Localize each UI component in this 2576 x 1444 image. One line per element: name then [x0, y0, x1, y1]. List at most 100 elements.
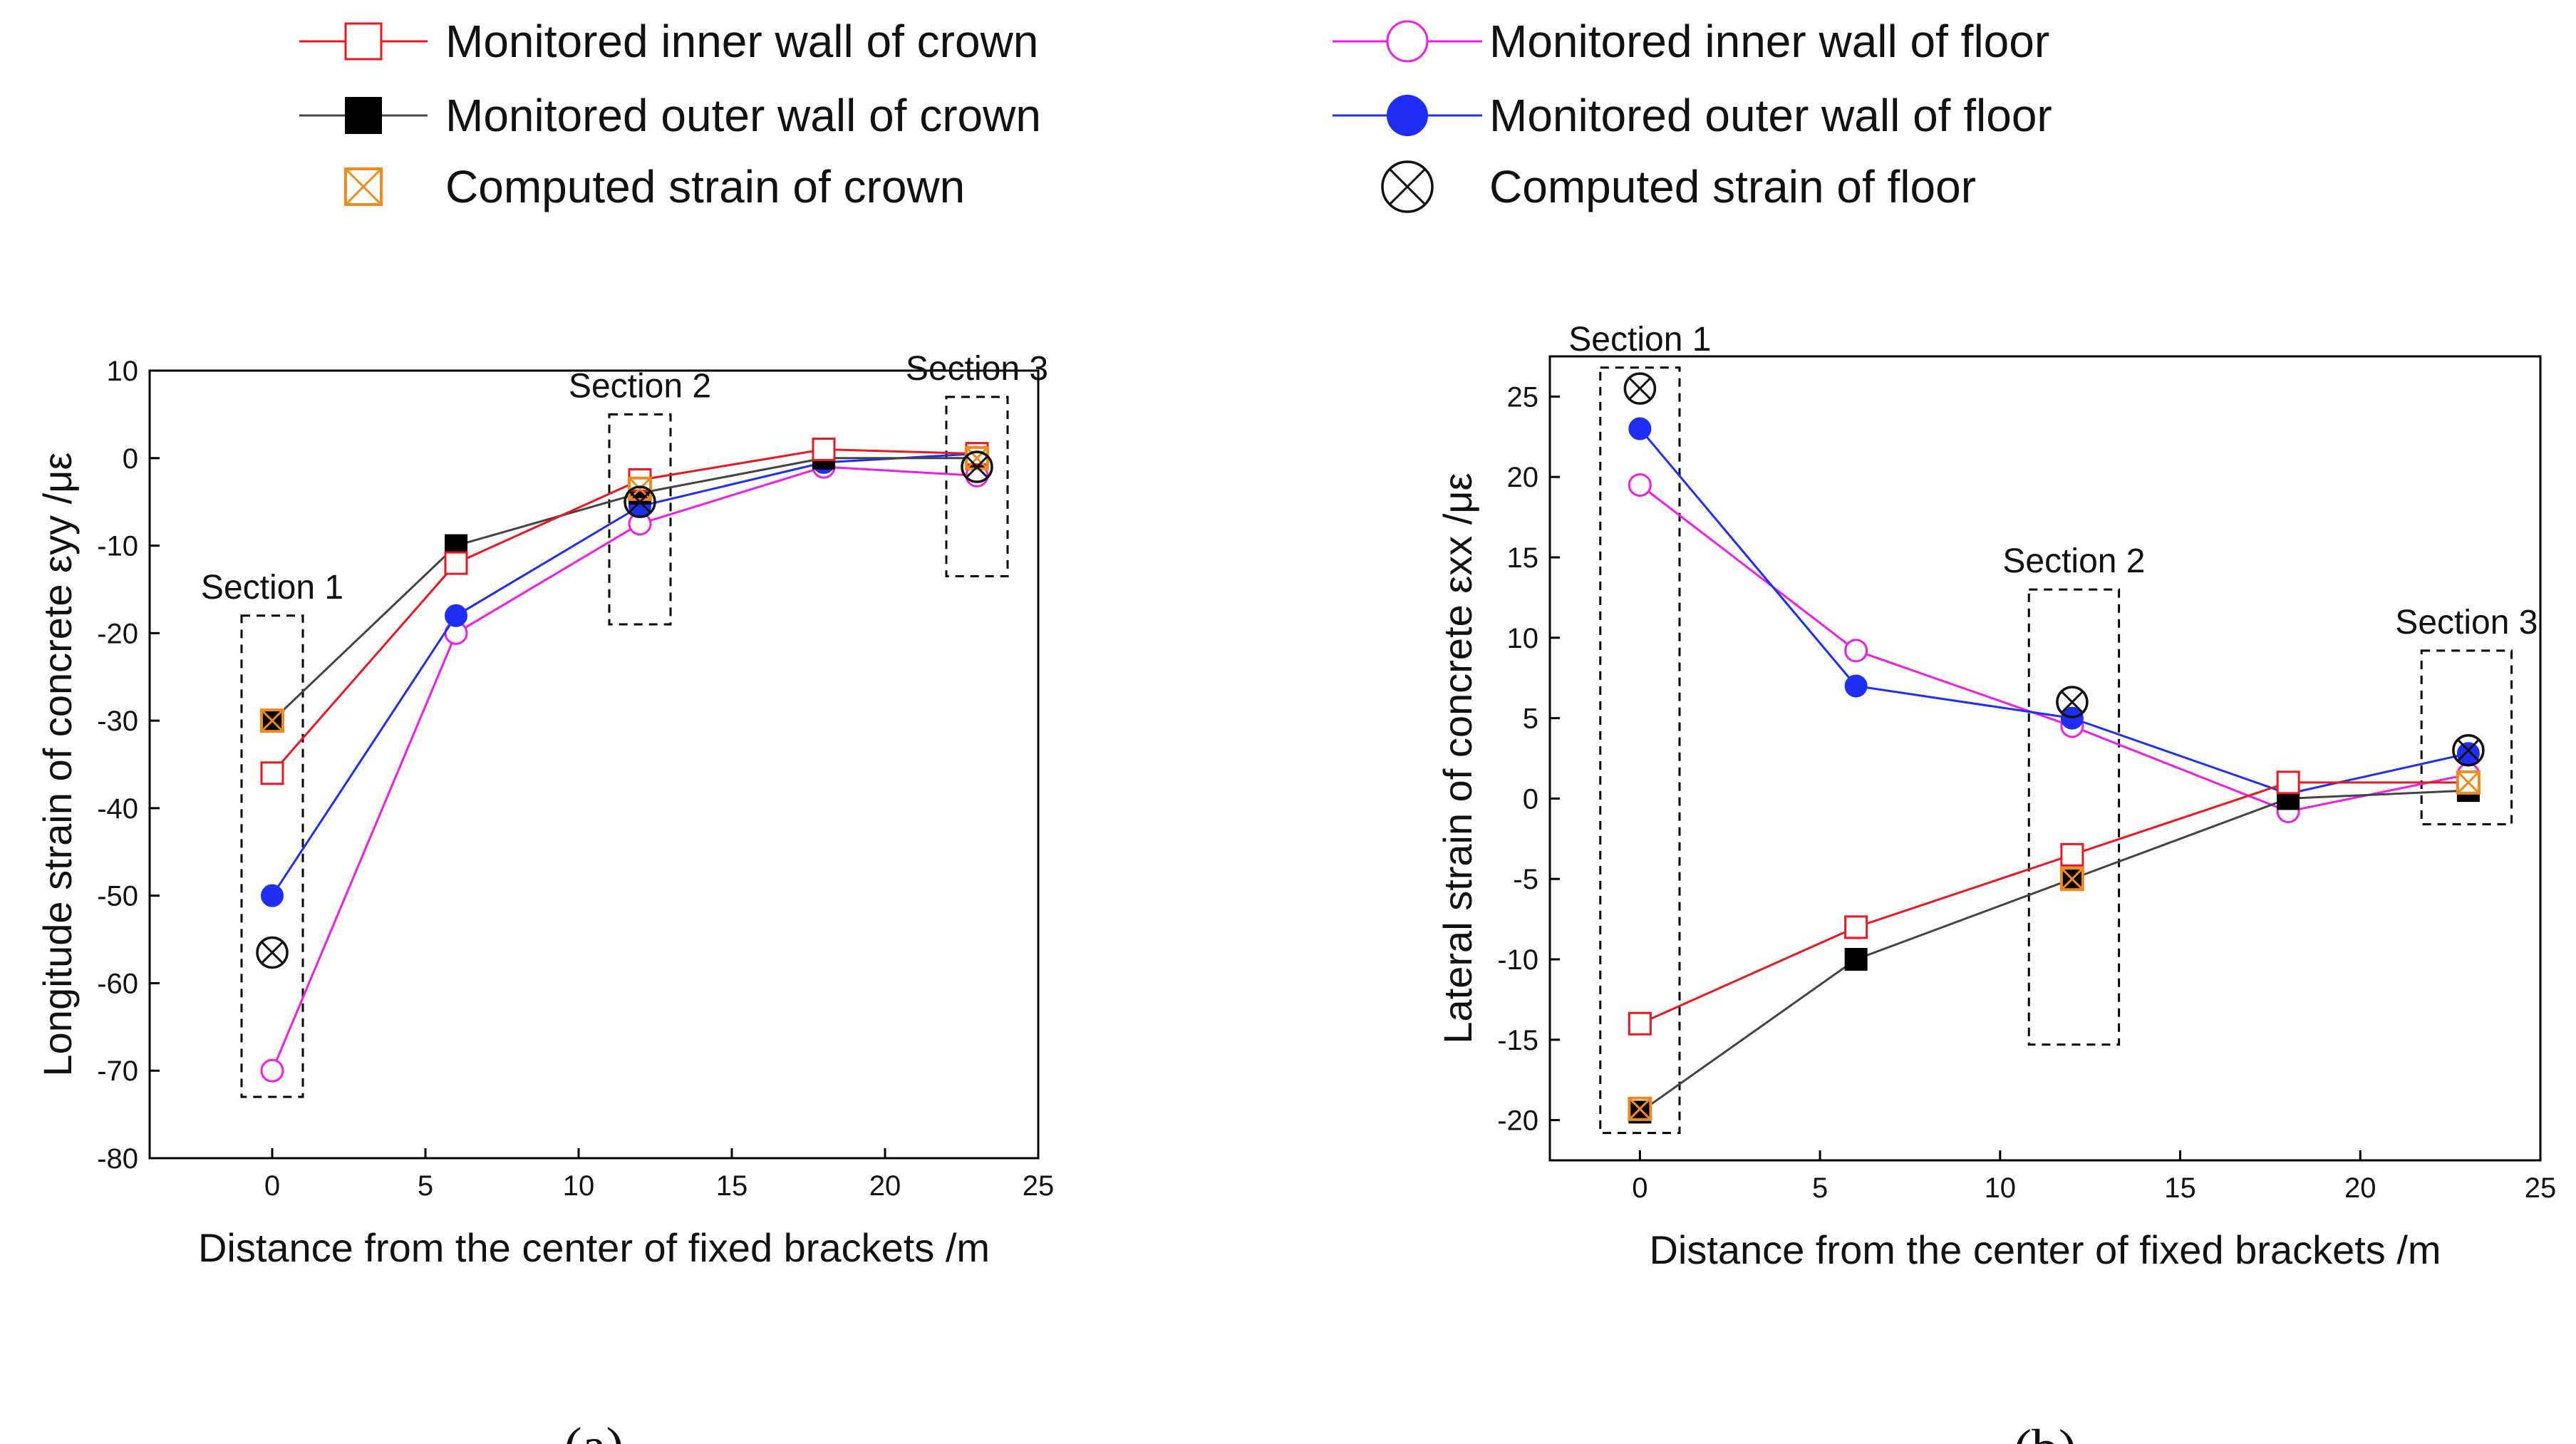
section-box-outline: [608, 413, 672, 626]
y-tick-label: -20: [97, 618, 138, 649]
plot-frame: [1548, 355, 2542, 1162]
section-3-label: Section 3: [906, 350, 1048, 388]
section-3-box: Section 3: [906, 350, 1048, 578]
inner-floor-point: [1844, 639, 1868, 663]
x-tick-label: 15: [2164, 1172, 2196, 1204]
section-2-label: Section 2: [2002, 542, 2145, 580]
y-tick-label: 10: [1507, 623, 1539, 654]
x-tick-label: 0: [264, 1170, 280, 1202]
x-tick-label: 5: [1812, 1172, 1828, 1204]
legend-item-outer-crown: Monitored outer wall of crown: [299, 90, 1041, 141]
inner-crown-line: [1639, 781, 2468, 1025]
inner-floor-line: [271, 465, 978, 1071]
series-outer-floor: [1628, 417, 2480, 805]
x-tick-label: 25: [1023, 1170, 1055, 1202]
y-tick-label: -50: [97, 881, 138, 912]
outer-floor-point: [2456, 742, 2480, 765]
y-tick-label: -10: [1497, 944, 1538, 976]
computed-floor-point: [2056, 686, 2089, 718]
legend-label: Computed strain of floor: [1489, 161, 1976, 212]
y-tick-label: 15: [1507, 542, 1539, 574]
x-tick-label: 10: [1985, 1172, 2017, 1204]
computed-floor-point: [256, 936, 289, 969]
y-tick-label: 25: [1507, 381, 1539, 413]
section-3-box: Section 3: [2395, 604, 2538, 825]
legend-item-outer-floor: Monitored outer wall of floor: [1333, 90, 2052, 141]
chart-a: 0 5 10 15 20 25 10 0 -10 -20 -30 -40 -50 -60 -70 -80 Dis…: [35, 350, 1054, 1444]
computed-floor-legend-marker: [1381, 160, 1434, 213]
computed-crown-point: [1628, 1096, 1652, 1121]
panel-label: (a): [564, 1417, 624, 1444]
y-tick-label: -20: [1497, 1105, 1538, 1137]
section-2-box: Section 2: [2002, 542, 2146, 1046]
series-inner-floor: [1628, 473, 2481, 823]
y-tick-label: 0: [123, 443, 138, 475]
inner-crown-point: [444, 551, 468, 575]
x-tick-label: 0: [1632, 1172, 1647, 1204]
y-tick-label: -15: [1497, 1025, 1538, 1056]
x-tick-label: 10: [563, 1170, 595, 1202]
legend-item-inner-crown: Monitored inner wall of crown: [299, 16, 1038, 67]
inner-floor-point: [260, 1058, 284, 1083]
inner-floor-line: [1639, 484, 2469, 813]
series-inner-floor: [260, 455, 989, 1083]
inner-crown-point: [1844, 915, 1868, 939]
inner-crown-point: [2060, 842, 2084, 867]
y-tick-label: 20: [1507, 462, 1539, 493]
y-tick-label: -70: [97, 1056, 138, 1087]
legend-label: Computed strain of crown: [445, 161, 965, 212]
section-box-outline: [240, 614, 304, 1098]
computed-floor-point: [961, 450, 993, 483]
outer-floor-line: [271, 453, 978, 897]
y-tick-label: 5: [1523, 703, 1538, 735]
computed-crown-point: [2059, 867, 2084, 892]
section-box-outline: [2420, 649, 2513, 825]
x-tick-label: 20: [2344, 1172, 2376, 1204]
x-tick-label: 20: [869, 1170, 901, 1202]
series-outer-crown: [261, 446, 988, 733]
y-tick-label: -60: [97, 968, 138, 999]
outer-crown-line: [1639, 789, 2468, 1113]
section-box-outline: [1599, 366, 1681, 1135]
y-tick-label: -40: [97, 793, 138, 825]
section-1-box: Section 1: [1568, 321, 1711, 1135]
outer-floor-point: [261, 884, 284, 907]
inner-crown-point: [1628, 1011, 1652, 1036]
computed-crown-point: [260, 708, 284, 733]
section-box-outline: [945, 396, 1009, 578]
computed-crown-point: [2456, 770, 2481, 795]
inner-crown-legend-marker: [344, 22, 383, 61]
x-tick-label: 25: [2525, 1172, 2557, 1204]
outer-floor-point: [445, 604, 467, 627]
legend-label: Monitored outer wall of crown: [445, 90, 1041, 141]
legend: Monitored inner wall of crown Monitored o…: [299, 16, 2052, 213]
section-1-label: Section 1: [1568, 321, 1711, 359]
series-computed-floor: [256, 450, 993, 969]
outer-crown-legend-marker: [345, 97, 382, 134]
computed-floor-point: [1623, 372, 1657, 405]
inner-floor-point: [1628, 473, 1652, 497]
section-2-box: Section 2: [569, 367, 711, 626]
inner-floor-legend-marker: [1386, 20, 1429, 63]
series-inner-crown: [1628, 770, 2481, 1036]
legend-item-computed-crown: Computed strain of crown: [344, 161, 965, 212]
legend-label: Monitored outer wall of floor: [1489, 90, 2052, 141]
x-tick-label: 15: [716, 1170, 748, 1202]
y-tick-label: -5: [1513, 864, 1538, 895]
y-tick-label: 10: [107, 356, 139, 387]
y-axis-label: Longitude strain of concrete εyy /με: [35, 453, 80, 1077]
x-axis-label: Distance from the center of fixed bracke…: [1649, 1227, 2441, 1272]
x-axis-label: Distance from the center of fixed bracke…: [198, 1225, 990, 1270]
y-axis-label: Lateral strain of concrete εxx /με: [1435, 473, 1480, 1043]
legend-label: Monitored inner wall of crown: [445, 16, 1038, 67]
legend-label: Monitored inner wall of floor: [1489, 16, 2049, 67]
series-computed-crown: [260, 445, 989, 733]
x-tick-label: 5: [418, 1170, 433, 1202]
outer-floor-legend-marker: [1387, 95, 1428, 136]
section-3-label: Section 3: [2395, 604, 2538, 641]
series-inner-crown: [260, 438, 989, 785]
y-tick-label: -10: [97, 531, 138, 562]
section-1-label: Section 1: [201, 569, 343, 607]
section-box-outline: [2027, 588, 2121, 1046]
